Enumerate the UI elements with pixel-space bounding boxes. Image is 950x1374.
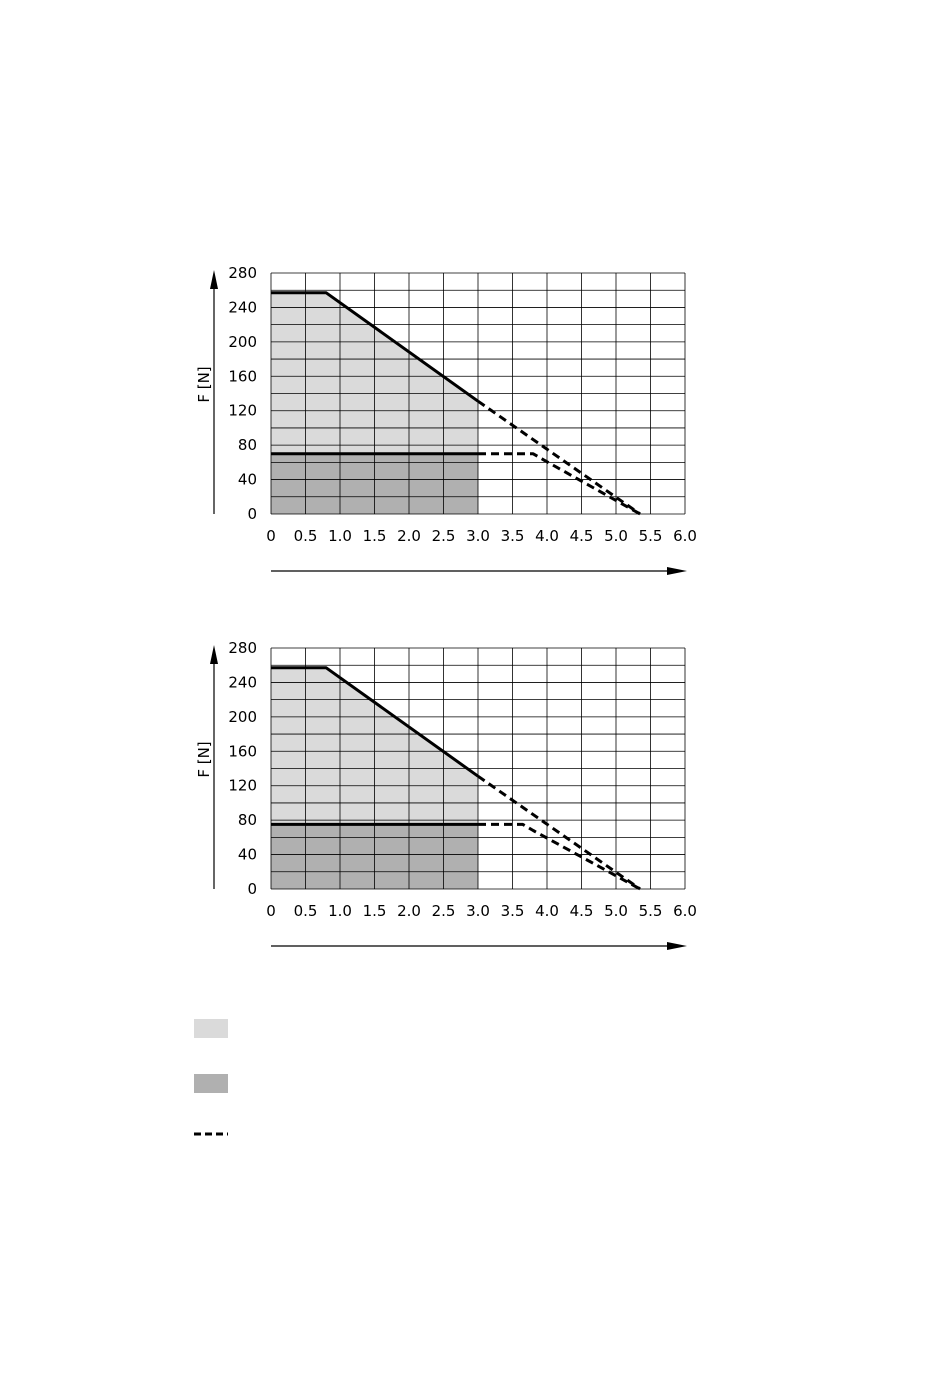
x-tick-label: 0: [266, 527, 276, 545]
legend: [194, 1019, 228, 1136]
series-line-dashed-1: [477, 774, 641, 891]
x-tick-label: 1.0: [328, 902, 352, 920]
x-tick-label: 1.5: [363, 527, 387, 545]
chart-bottom: 0 0.5 1.0 1.5 2.0 2.5 3.0 3.5 4.0 4.5 5.0 5.5 6.0 0 40…: [195, 639, 697, 950]
x-axis-arrow-head: [667, 567, 687, 575]
y-tick-label: 80: [238, 811, 257, 829]
y-tick-label: 280: [228, 264, 257, 282]
x-tick-label: 5.0: [604, 527, 628, 545]
y-tick-label: 160: [228, 367, 257, 385]
x-tick-label: 0: [266, 902, 276, 920]
y-tick-label: 40: [238, 471, 257, 489]
x-tick-label: 4.5: [570, 527, 594, 545]
series-line-dashed-3: [478, 452, 641, 516]
y-tick-label: 120: [228, 402, 257, 420]
x-tick-label: 3.0: [466, 902, 490, 920]
y-tick-label: 40: [238, 846, 257, 864]
y-tick-label: 80: [238, 436, 257, 454]
series-line-solid-0: [271, 666, 479, 778]
y-tick-label: 0: [247, 505, 257, 523]
y-tick-label: 280: [228, 639, 257, 657]
y-tick-label: 240: [228, 673, 257, 691]
x-tick-label: 1.5: [363, 902, 387, 920]
y-tick-label: 240: [228, 298, 257, 316]
x-tick-label: 2.5: [432, 902, 456, 920]
x-tick-label: 2.0: [397, 902, 421, 920]
y-tick-label: 120: [228, 777, 257, 795]
y-axis-arrow-head: [210, 270, 218, 289]
x-tick-label: 3.5: [501, 902, 525, 920]
x-tick-label: 4.0: [535, 902, 559, 920]
x-tick-label: 4.5: [570, 902, 594, 920]
x-tick-label: 0.5: [294, 902, 318, 920]
x-tick-label: 0.5: [294, 527, 318, 545]
series-line-dashed-1: [477, 399, 641, 516]
y-axis-arrow-head: [210, 645, 218, 664]
x-tick-label: 1.0: [328, 527, 352, 545]
x-tick-label: 6.0: [673, 902, 697, 920]
x-tick-label: 5.5: [639, 527, 663, 545]
y-tick-label: 200: [228, 333, 257, 351]
x-axis-arrow-head: [667, 942, 687, 950]
y-tick-label: 160: [228, 742, 257, 760]
x-tick-label: 3.5: [501, 527, 525, 545]
x-tick-label: 3.0: [466, 527, 490, 545]
legend-light-area-swatch: [194, 1019, 228, 1038]
y-tick-label: 200: [228, 708, 257, 726]
legend-dark-area-swatch: [194, 1074, 228, 1093]
x-tick-label: 2.0: [397, 527, 421, 545]
y-axis-label: F [N]: [195, 741, 213, 777]
x-tick-label: 5.0: [604, 902, 628, 920]
y-tick-label: 0: [247, 880, 257, 898]
x-tick-label: 6.0: [673, 527, 697, 545]
series-line-solid-0: [271, 291, 479, 403]
chart-top: 0 0.5 1.0 1.5 2.0 2.5 3.0 3.5 4.0 4.5 5.0 5.5 6.0 0 40…: [195, 264, 697, 575]
x-tick-label: 4.0: [535, 527, 559, 545]
series-line-dashed-3: [478, 822, 641, 891]
x-tick-label: 2.5: [432, 527, 456, 545]
y-axis-label: F [N]: [195, 366, 213, 402]
x-tick-label: 5.5: [639, 902, 663, 920]
